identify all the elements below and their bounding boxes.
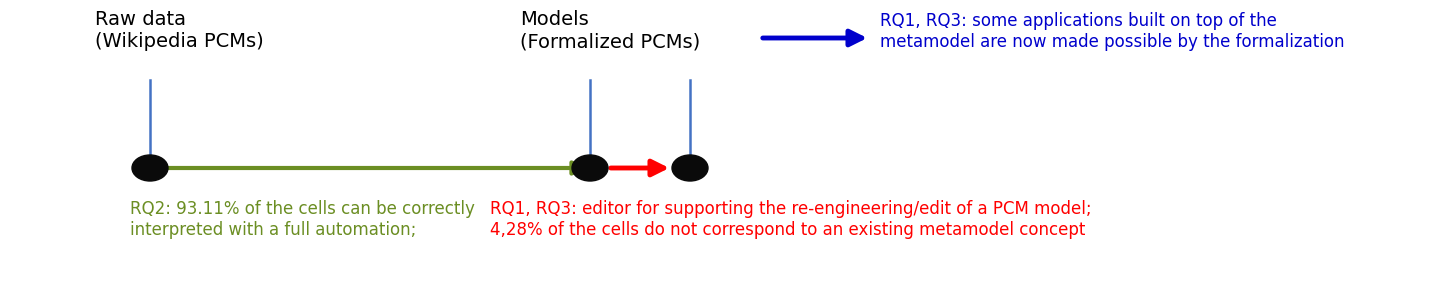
Ellipse shape: [572, 155, 607, 181]
Text: RQ2: 93.11% of the cells can be correctly
interpreted with a full automation;: RQ2: 93.11% of the cells can be correctl…: [130, 200, 474, 239]
Ellipse shape: [672, 155, 707, 181]
Text: RQ1, RQ3: editor for supporting the re-engineering/edit of a PCM model;
4,28% of: RQ1, RQ3: editor for supporting the re-e…: [490, 200, 1092, 239]
Text: Raw data
(Wikipedia PCMs): Raw data (Wikipedia PCMs): [94, 10, 264, 51]
Text: Models
(Formalized PCMs): Models (Formalized PCMs): [520, 10, 700, 51]
Text: RQ1, RQ3: some applications built on top of the
metamodel are now made possible : RQ1, RQ3: some applications built on top…: [880, 12, 1345, 51]
Ellipse shape: [131, 155, 169, 181]
